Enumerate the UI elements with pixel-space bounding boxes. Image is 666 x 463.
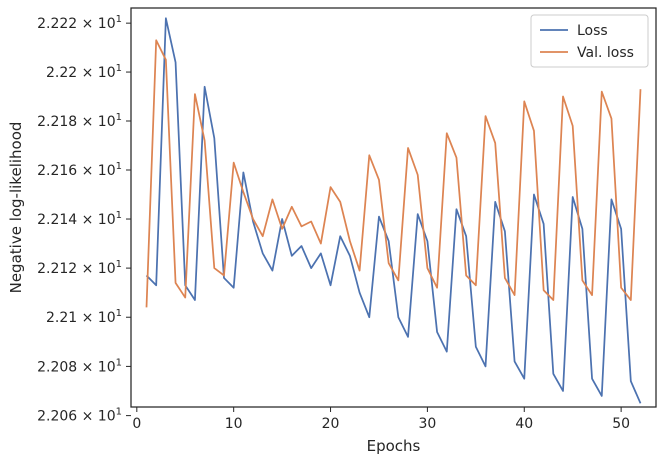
y-tick-label: 2.216 × 101	[37, 161, 122, 179]
y-tick-label: 2.222 × 101	[37, 14, 122, 32]
y-tick-label: 2.218 × 101	[37, 112, 122, 130]
x-tick-label: 40	[515, 416, 533, 432]
y-axis-label: Negative log-likelihood	[7, 122, 25, 294]
plot-frame	[130, 7, 657, 408]
legend: Loss Val. loss	[530, 14, 649, 68]
x-tick-label: 10	[225, 416, 243, 432]
y-axis-ticks: 2.206 × 101 2.208 × 101 2.21 × 101 2.212 × …	[37, 14, 131, 425]
x-axis-label: Epochs	[367, 437, 421, 455]
legend-box	[530, 14, 649, 68]
series-line-loss	[145, 17, 642, 404]
legend-label: Val. loss	[577, 45, 634, 61]
y-tick-label: 2.208 × 101	[37, 357, 122, 375]
y-tick-label: 2.214 × 101	[37, 210, 122, 228]
x-tick-label: 0	[132, 416, 141, 432]
x-axis-ticks: 0 10 20 30 40 50	[132, 407, 630, 432]
legend-label: Loss	[577, 23, 608, 39]
plot-lines	[145, 17, 642, 404]
x-tick-label: 30	[418, 416, 436, 432]
x-tick-label: 50	[612, 416, 630, 432]
series-line-val-loss	[145, 39, 642, 308]
y-tick-label: 2.206 × 101	[37, 407, 122, 425]
y-tick-label: 2.21 × 101	[46, 308, 122, 326]
y-tick-label: 2.22 × 101	[46, 63, 122, 81]
y-tick-label: 2.212 × 101	[37, 259, 122, 277]
x-tick-label: 20	[322, 416, 340, 432]
